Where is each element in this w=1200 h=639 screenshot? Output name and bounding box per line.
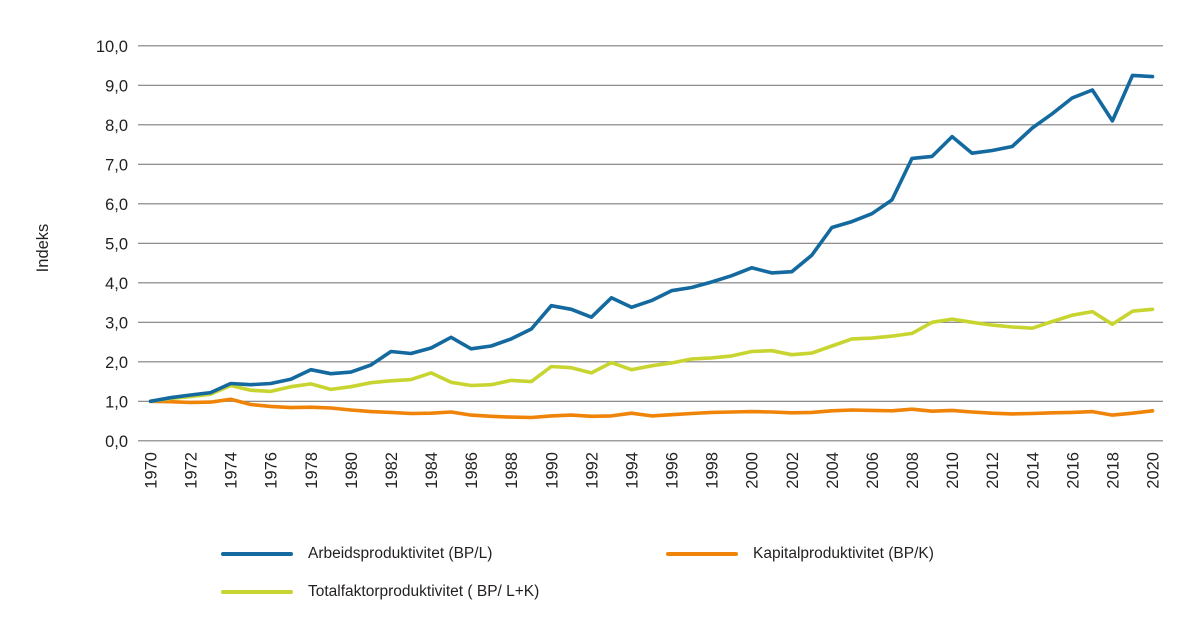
- x-tick-label: 1986: [463, 452, 481, 489]
- x-tick-label: 2018: [1104, 452, 1122, 489]
- x-tick-label: 1972: [183, 452, 201, 489]
- x-tick-label: 2008: [904, 452, 922, 489]
- x-tick-label: 1976: [263, 452, 281, 489]
- x-tick-label: 2012: [984, 452, 1002, 489]
- y-tick-label: 1,0: [105, 393, 128, 411]
- legend-label-arbeidsproduktivitet: Arbeidsproduktivitet (BP/L): [308, 545, 493, 562]
- x-tick-label: 2000: [744, 452, 762, 489]
- legend-line-kapitalproduktivitet: [666, 552, 738, 556]
- y-tick-label: 0,0: [105, 433, 128, 451]
- y-tick-label: 5,0: [105, 235, 128, 253]
- x-tick-label: 2004: [824, 452, 842, 489]
- x-tick-label: 2010: [944, 452, 962, 489]
- y-tick-label: 8,0: [105, 117, 128, 135]
- legend-label-totalfaktorproduktivitet: Totalfaktorproduktivitet ( BP/ L+K): [308, 583, 540, 600]
- plot-area: 0,0 1,0 2,0 3,0 4,0 5,0 6,0 7,0 8,0 9,0 10,0 1970 19…: [34, 38, 1163, 489]
- x-tick-label: 1970: [143, 452, 161, 489]
- y-tick-label: 9,0: [105, 77, 128, 95]
- x-tick-label: 1996: [664, 452, 682, 489]
- legend-line-totalfaktorproduktivitet: [221, 590, 293, 594]
- legend-item-totalfaktorproduktivitet: Totalfaktorproduktivitet ( BP/ L+K): [221, 583, 539, 601]
- x-tick-label: 1984: [423, 452, 441, 489]
- y-tick-label: 6,0: [105, 196, 128, 214]
- y-tick-label: 2,0: [105, 354, 128, 372]
- x-tick-label: 2002: [784, 452, 802, 489]
- y-tick-label: 7,0: [105, 156, 128, 174]
- series-line-1: [148, 397, 1155, 420]
- x-tick-label: 1974: [223, 452, 241, 489]
- x-tick-label: 1992: [583, 452, 601, 489]
- x-tick-label: 2006: [864, 452, 882, 489]
- y-tick-label: 4,0: [105, 275, 128, 293]
- legend-item-arbeidsproduktivitet: Arbeidsproduktivitet (BP/L): [221, 545, 492, 563]
- legend-label-kapitalproduktivitet: Kapitalproduktivitet (BP/K): [753, 545, 934, 562]
- x-tick-label: 2014: [1024, 452, 1042, 489]
- series-line-2: [148, 307, 1155, 404]
- series-line-0: [148, 73, 1155, 404]
- x-tick-label: 1994: [623, 452, 641, 489]
- x-tick-label: 1980: [343, 452, 361, 489]
- x-tick-label: 1982: [383, 452, 401, 489]
- y-axis-title: Indeks: [34, 224, 52, 273]
- y-tick-label: 10,0: [96, 38, 128, 56]
- x-tick-label: 1990: [543, 452, 561, 489]
- x-tick-label: 1988: [503, 452, 521, 489]
- x-tick-label: 1978: [303, 452, 321, 489]
- x-tick-label: 2020: [1145, 452, 1163, 489]
- x-tick-label: 1998: [704, 452, 722, 489]
- legend-item-kapitalproduktivitet: Kapitalproduktivitet (BP/K): [666, 545, 934, 563]
- x-tick-label: 2016: [1064, 452, 1082, 489]
- y-tick-label: 3,0: [105, 314, 128, 332]
- legend-line-arbeidsproduktivitet: [221, 552, 293, 556]
